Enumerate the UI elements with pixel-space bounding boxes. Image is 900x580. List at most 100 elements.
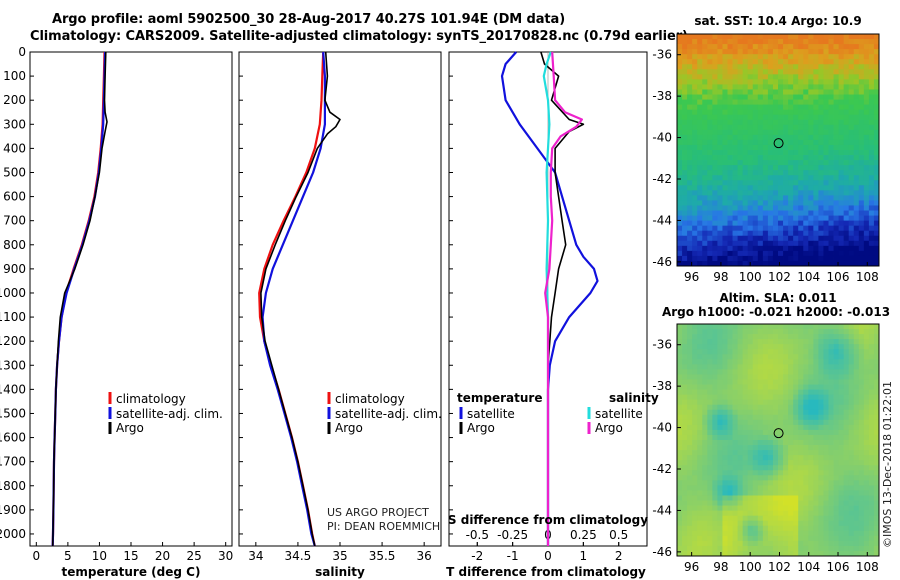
map-cell <box>858 374 865 380</box>
map-cell <box>873 550 880 557</box>
map-cell <box>838 364 845 370</box>
s-difference-label: S difference from climatology <box>448 513 648 527</box>
map-cell <box>873 455 880 461</box>
map-cell <box>682 535 688 542</box>
map-cell <box>848 104 855 111</box>
map-cell <box>737 160 744 166</box>
map-cell <box>868 374 875 380</box>
map-cell <box>863 429 870 436</box>
map-cell <box>873 205 880 211</box>
map-cell <box>858 440 865 446</box>
map-cell <box>813 394 819 401</box>
map-cell <box>833 409 839 416</box>
map-cell <box>742 104 749 111</box>
map-cell <box>788 389 794 396</box>
map-cell <box>853 260 860 267</box>
map-cell <box>712 475 718 481</box>
map-cell <box>838 540 845 547</box>
map-cell <box>767 59 774 65</box>
map-cell <box>853 520 860 527</box>
map-cell <box>818 505 824 512</box>
map-cell <box>853 394 860 401</box>
map-cell <box>737 109 744 116</box>
map-cell <box>747 515 754 522</box>
map-cell <box>833 39 839 45</box>
map-cell <box>808 39 814 45</box>
temperature-panel: 0 5 10 15 20 25 30 <box>32 51 233 563</box>
map-cell <box>717 210 723 216</box>
map-cell <box>833 129 839 136</box>
map-cell <box>732 170 738 176</box>
map-cell <box>742 240 749 247</box>
map-cell <box>682 424 688 431</box>
map-cell <box>697 34 703 40</box>
map-cell <box>823 369 829 375</box>
map-cell <box>838 195 845 201</box>
map-cell <box>747 495 754 501</box>
map-cell <box>742 200 749 206</box>
map-cell <box>868 550 875 557</box>
map-cell <box>818 195 824 201</box>
map-cell <box>863 170 870 176</box>
map-cell <box>853 424 860 431</box>
map-cell <box>803 414 809 421</box>
map-cell <box>833 215 839 222</box>
map-cell <box>752 255 759 262</box>
map-cell <box>848 460 855 466</box>
map-cell <box>873 54 880 60</box>
map-cell <box>742 334 749 340</box>
map-cell <box>833 185 839 191</box>
map-cell <box>853 480 860 486</box>
map-cell <box>732 349 738 355</box>
map-cell <box>868 545 875 552</box>
map-cell <box>813 409 819 416</box>
map-cell <box>863 359 870 365</box>
map-cell <box>788 144 794 151</box>
map-cell <box>778 455 784 461</box>
map-cell <box>677 545 683 552</box>
map-cell <box>752 79 759 85</box>
map-cell <box>853 455 860 461</box>
map-cell <box>737 54 744 60</box>
map-cell <box>783 510 789 517</box>
map-cell <box>682 399 688 406</box>
map-cell <box>868 414 875 421</box>
map-cell <box>697 220 703 227</box>
map-cell <box>853 505 860 512</box>
map-cell <box>732 250 738 257</box>
map-cell <box>788 500 794 506</box>
map-cell <box>772 520 779 527</box>
map-cell <box>737 359 744 365</box>
lat-tick-label: -40 <box>652 421 672 435</box>
map-cell <box>717 404 723 411</box>
map-cell <box>823 260 829 267</box>
map-cell <box>848 160 855 166</box>
map-cell <box>682 250 688 257</box>
map-cell <box>808 485 814 491</box>
map-cell <box>742 225 749 232</box>
map-cell <box>788 260 794 267</box>
map-cell <box>702 525 708 532</box>
map-cell <box>747 255 754 262</box>
map-cell <box>707 530 713 537</box>
map-cell <box>823 460 829 466</box>
map-cell <box>697 114 703 121</box>
map-cell <box>752 69 759 75</box>
map-cell <box>798 205 804 211</box>
legend-label-t-argo: Argo <box>467 421 495 435</box>
map-cell <box>702 344 708 350</box>
map-cell <box>823 124 829 131</box>
map-cell <box>692 450 698 456</box>
map-cell <box>853 324 860 330</box>
map-cell <box>702 510 708 517</box>
map-cell <box>767 39 774 45</box>
map-cell <box>788 119 794 126</box>
map-cell <box>752 250 759 257</box>
map-cell <box>687 440 693 446</box>
map-cell <box>803 510 809 517</box>
map-cell <box>798 374 804 380</box>
map-cell <box>853 460 860 466</box>
map-cell <box>727 359 733 365</box>
map-cell <box>873 64 880 70</box>
map-cell <box>813 144 819 151</box>
